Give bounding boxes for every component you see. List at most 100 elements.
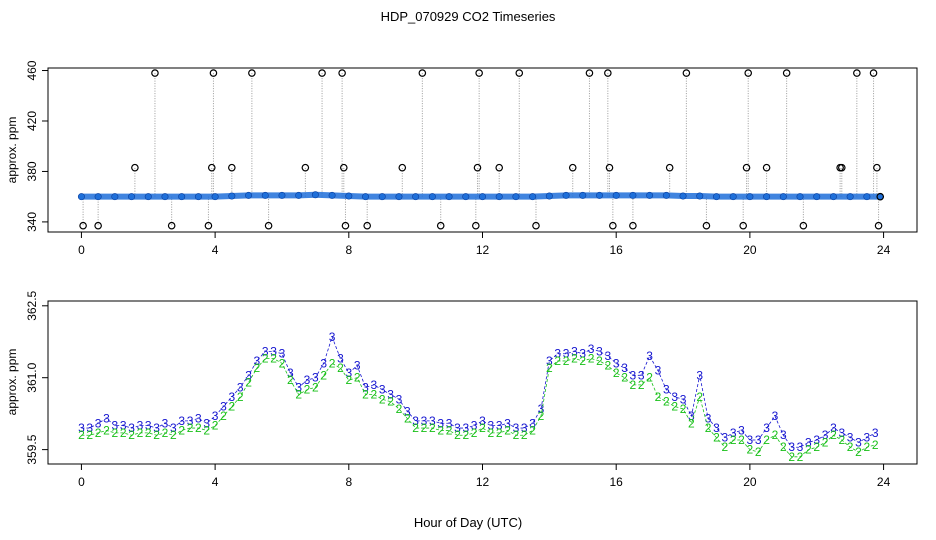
raw-point: [151, 69, 159, 77]
filtered-point: [311, 191, 319, 199]
series-3-point: 3: [412, 414, 419, 428]
series-3-point: 3: [362, 380, 369, 394]
series-3-point: 3: [345, 366, 352, 380]
series-3-point: 3: [538, 402, 545, 416]
series-3-point: 3: [162, 416, 169, 430]
series-3-point: 3: [329, 330, 336, 344]
series-3-point: 3: [797, 440, 804, 454]
raw-point: [94, 221, 102, 230]
series-3-point: 3: [780, 428, 787, 442]
series-3-point: 3: [479, 414, 486, 428]
series-2-point: 2: [312, 380, 319, 394]
raw-point: [665, 163, 674, 172]
series-3-point: 3: [579, 347, 586, 361]
series-3-point: 3: [521, 421, 528, 435]
series-3-point: 3: [838, 426, 845, 440]
raw-point: [398, 163, 407, 172]
series-3-point: 3: [688, 409, 695, 423]
series-2-point: 2: [521, 428, 528, 442]
filtered-point: [746, 193, 754, 201]
filtered-point: [529, 193, 537, 201]
filtered-point: [245, 191, 253, 199]
filtered-point: [545, 192, 553, 200]
raw-point: [167, 221, 176, 230]
series-3-point: 3: [805, 435, 812, 449]
series-2-point: 2: [295, 387, 302, 401]
series-2-point: 2: [688, 416, 695, 430]
raw-point: [744, 69, 753, 77]
series-2-point: 2: [187, 421, 194, 435]
series-3-point: 3: [112, 419, 119, 433]
series-2-point: 2: [638, 378, 645, 392]
series-2-point: 2: [872, 438, 879, 452]
filtered-point: [729, 193, 737, 201]
series-3-point: 3: [671, 390, 678, 404]
raw-point: [209, 69, 218, 77]
series-2-point: 2: [588, 352, 595, 366]
series-2-point: 2: [454, 428, 461, 442]
raw-point: [418, 69, 427, 77]
filtered-point: [228, 192, 236, 200]
series-2-point: 2: [379, 392, 386, 406]
series-3-point: 3: [170, 421, 177, 435]
series-3-point: 3: [872, 426, 879, 440]
series-2-point: 2: [513, 428, 520, 442]
filtered-point: [662, 191, 670, 199]
top-x-tick-label: 20: [743, 243, 757, 257]
filtered-point: [696, 192, 704, 200]
series-3-point: 3: [830, 421, 837, 435]
series-3-point: 3: [437, 416, 444, 430]
filtered-point: [629, 191, 637, 199]
raw-point: [339, 163, 348, 172]
series-3-point: 3: [145, 419, 152, 433]
series-3-point: 3: [546, 354, 553, 368]
series-2-point: 2: [680, 402, 687, 416]
raw-point: [782, 69, 791, 77]
top-x-tick-label: 24: [877, 243, 891, 257]
series-2-point: 2: [329, 356, 336, 370]
series-3-point: 3: [763, 421, 770, 435]
series-3-point: 3: [220, 399, 227, 413]
series-3-point: 3: [354, 359, 361, 373]
filtered-point: [495, 193, 503, 201]
series-3-point: 3: [429, 414, 436, 428]
top-y-tick-label: 460: [25, 60, 39, 80]
series-3-point: 3: [596, 344, 603, 358]
series-2-point: 2: [630, 378, 637, 392]
figure-title: HDP_070929 CO2 Timeseries: [380, 9, 556, 24]
raw-point: [341, 221, 350, 230]
series-2-point: 2: [220, 409, 227, 423]
filtered-point: [428, 193, 436, 201]
series-2-point: 2: [387, 395, 394, 409]
raw-point: [585, 69, 594, 77]
series-2-point: 2: [696, 390, 703, 404]
series-2-point: 2: [780, 440, 787, 454]
raw-point: [301, 163, 310, 172]
series-3-point: 3: [262, 344, 269, 358]
series-3-point: 3: [822, 428, 829, 442]
filtered-point: [77, 193, 85, 201]
series-2-point: 2: [203, 423, 210, 437]
top-x-tick-label: 16: [610, 243, 624, 257]
series-3-point: 3: [103, 411, 110, 425]
bottom-x-tick-label: 24: [877, 475, 891, 489]
series-2-point: 2: [538, 409, 545, 423]
filtered-point: [863, 193, 871, 201]
series-3-point: 3: [638, 368, 645, 382]
series-2-point: 2: [337, 361, 344, 375]
raw-point: [79, 221, 87, 230]
filtered-point: [378, 193, 386, 201]
filtered-point: [161, 193, 169, 201]
series-2-point: 2: [78, 428, 85, 442]
series-3-point: 3: [245, 368, 252, 382]
filtered-point: [829, 193, 837, 201]
filtered-point: [395, 193, 403, 201]
series-3-point: 3: [529, 416, 536, 430]
bottom-x-tick-label: 20: [743, 475, 757, 489]
raw-point: [436, 221, 445, 230]
series-3-point: 3: [237, 380, 244, 394]
top-x-tick-label: 8: [345, 243, 352, 257]
series-2-point: 2: [162, 426, 169, 440]
raw-point: [228, 163, 236, 172]
top-x-tick-label: 4: [212, 243, 219, 257]
